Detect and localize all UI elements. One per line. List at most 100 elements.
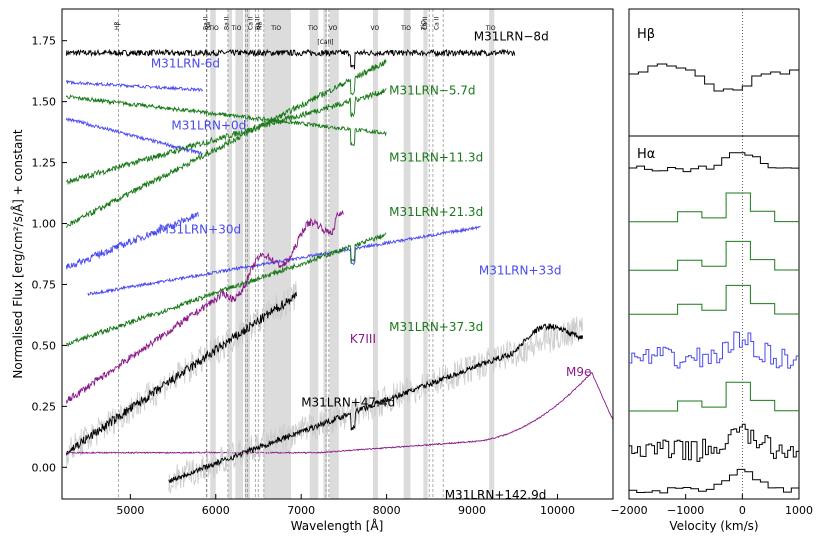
series-label-6: M31LRN+30d bbox=[159, 222, 242, 236]
band-label-1: Na bbox=[205, 22, 212, 30]
band-region-9 bbox=[403, 9, 411, 499]
band-region-4 bbox=[263, 9, 291, 499]
band-label-16: Ca II bbox=[434, 16, 441, 30]
h-alpha-profile-4 bbox=[629, 331, 799, 369]
spectrum-9 bbox=[65, 210, 344, 405]
y-tick-label-2: 0.50 bbox=[32, 339, 57, 352]
velocity-tick-label-1: −1000 bbox=[667, 504, 704, 517]
series-label-7: M31LRN+33d bbox=[479, 264, 562, 278]
band-label-0: Ba II bbox=[202, 17, 209, 30]
band-label-15: Ca II bbox=[422, 16, 429, 30]
x-tick-label-5: 10000 bbox=[540, 504, 575, 517]
velocity-tick-label-3: 1000 bbox=[785, 504, 813, 517]
spectrum-8 bbox=[65, 232, 387, 348]
h-alpha-curves bbox=[629, 136, 799, 499]
spectrum-2 bbox=[65, 94, 387, 147]
x-axis-label: Wavelength [Å] bbox=[291, 518, 384, 533]
series-labels: M31LRN−8d M31LRN-6d M31LRN−5.7d M31LRN+0d M3… bbox=[151, 30, 592, 502]
y-tick-label-6: 1.50 bbox=[32, 96, 57, 109]
main-axes-frame bbox=[61, 8, 614, 500]
band-label-6: Ba II bbox=[254, 17, 261, 30]
x-tick-label-3: 8000 bbox=[373, 504, 401, 517]
series-label-9: K7III bbox=[350, 332, 376, 346]
h-alpha-axes-frame bbox=[628, 135, 800, 500]
band-region-7 bbox=[329, 9, 339, 499]
series-label-8: M31LRN+37.3d bbox=[389, 320, 483, 334]
band-region-0 bbox=[210, 9, 216, 499]
x-tick-label-1: 6000 bbox=[202, 504, 230, 517]
band-region-1 bbox=[228, 9, 232, 499]
h-alpha-panel: Hα −2000 −1000 0 1000 Velocity (km/s) bbox=[610, 135, 813, 533]
main-y-ticks: 0.00 0.25 0.50 0.75 1.00 1.25 1.50 1.75 bbox=[32, 35, 67, 474]
y-tick-label-3: 0.75 bbox=[32, 278, 57, 291]
series-label-12: M31LRN+142.9d bbox=[445, 488, 547, 502]
y-tick-label-0: 0.00 bbox=[32, 461, 57, 474]
band-label-4: TiO bbox=[231, 25, 242, 32]
y-tick-label-7: 1.75 bbox=[32, 35, 57, 48]
h-alpha-profile-3 bbox=[629, 284, 799, 315]
band-label-9: TiO bbox=[307, 25, 318, 32]
band-region-11 bbox=[489, 9, 495, 499]
spectrum-7 bbox=[87, 225, 481, 297]
y-tick-label-1: 0.25 bbox=[32, 400, 57, 413]
band-region-5 bbox=[309, 9, 319, 499]
velocity-axis-label: Velocity (km/s) bbox=[669, 519, 758, 533]
band-label-14: TiO bbox=[420, 20, 427, 31]
series-label-10: M31LRN+47.4d bbox=[301, 395, 395, 409]
band-label-2: TiO bbox=[208, 25, 219, 32]
band-label-13: TiO bbox=[400, 25, 411, 32]
band-label-7: Na bbox=[256, 22, 263, 30]
band-region-2 bbox=[235, 9, 244, 499]
velocity-tick-label-2: 0 bbox=[739, 504, 746, 517]
x-tick-label-2: 7000 bbox=[287, 504, 315, 517]
series-label-1: M31LRN-6d bbox=[151, 57, 220, 71]
series-label-0: M31LRN−8d bbox=[474, 30, 549, 44]
band-label-18: Hβ bbox=[114, 21, 121, 30]
band-label-11: [CaII] bbox=[317, 39, 333, 46]
h-alpha-profile-1 bbox=[629, 192, 799, 223]
series-label-2: M31LRN−5.7d bbox=[389, 83, 475, 97]
x-tick-label-4: 9000 bbox=[458, 504, 486, 517]
y-axis-label: Normalised Flux [erg/cm²/s/Å] + constant bbox=[10, 129, 25, 378]
series-label-5: M31LRN+21.3d bbox=[389, 205, 483, 219]
band-label-17: TiO bbox=[485, 25, 496, 32]
h-alpha-title: Hα bbox=[637, 147, 655, 162]
series-label-4: M31LRN+11.3d bbox=[389, 150, 483, 164]
spectrum-12 bbox=[168, 322, 584, 484]
h-beta-curve bbox=[629, 9, 799, 136]
spectrum-3 bbox=[65, 117, 203, 156]
h-alpha-profile-5 bbox=[629, 381, 799, 412]
spectrum-0 bbox=[65, 48, 516, 70]
x-tick-label-0: 5000 bbox=[116, 504, 144, 517]
band-label-5: Ca II bbox=[248, 16, 255, 30]
y-tick-label-5: 1.25 bbox=[32, 157, 57, 170]
spectra-series bbox=[65, 48, 613, 494]
spectrum-4 bbox=[65, 88, 387, 186]
h-alpha-profile-2 bbox=[629, 240, 799, 271]
h-alpha-profile-0 bbox=[629, 152, 799, 173]
series-label-3: M31LRN+0d bbox=[171, 119, 246, 133]
spectrum-5 bbox=[65, 58, 387, 228]
h-beta-title: Hβ bbox=[637, 27, 655, 42]
band-label-8: TiO bbox=[270, 25, 281, 32]
spectrum-11 bbox=[66, 371, 613, 455]
spectrum-6 bbox=[65, 211, 199, 270]
band-label-12: VO bbox=[371, 25, 380, 32]
h-beta-panel: Hβ bbox=[628, 8, 800, 137]
main-x-ticks: 5000 6000 7000 8000 9000 10000 bbox=[116, 494, 575, 517]
y-tick-label-4: 1.00 bbox=[32, 218, 57, 231]
band-label-3: Ba II bbox=[223, 17, 230, 30]
band-region-10 bbox=[423, 9, 428, 499]
h-beta-profile bbox=[629, 63, 799, 92]
velocity-tick-label-0: −2000 bbox=[610, 504, 647, 517]
band-region-8 bbox=[372, 9, 379, 499]
h-alpha-profile-7 bbox=[629, 468, 799, 494]
band-label-10: VO bbox=[329, 25, 338, 32]
spectrum-1 bbox=[65, 79, 203, 93]
spectrum-10 bbox=[65, 291, 297, 456]
series-label-11: M9e bbox=[566, 365, 591, 379]
